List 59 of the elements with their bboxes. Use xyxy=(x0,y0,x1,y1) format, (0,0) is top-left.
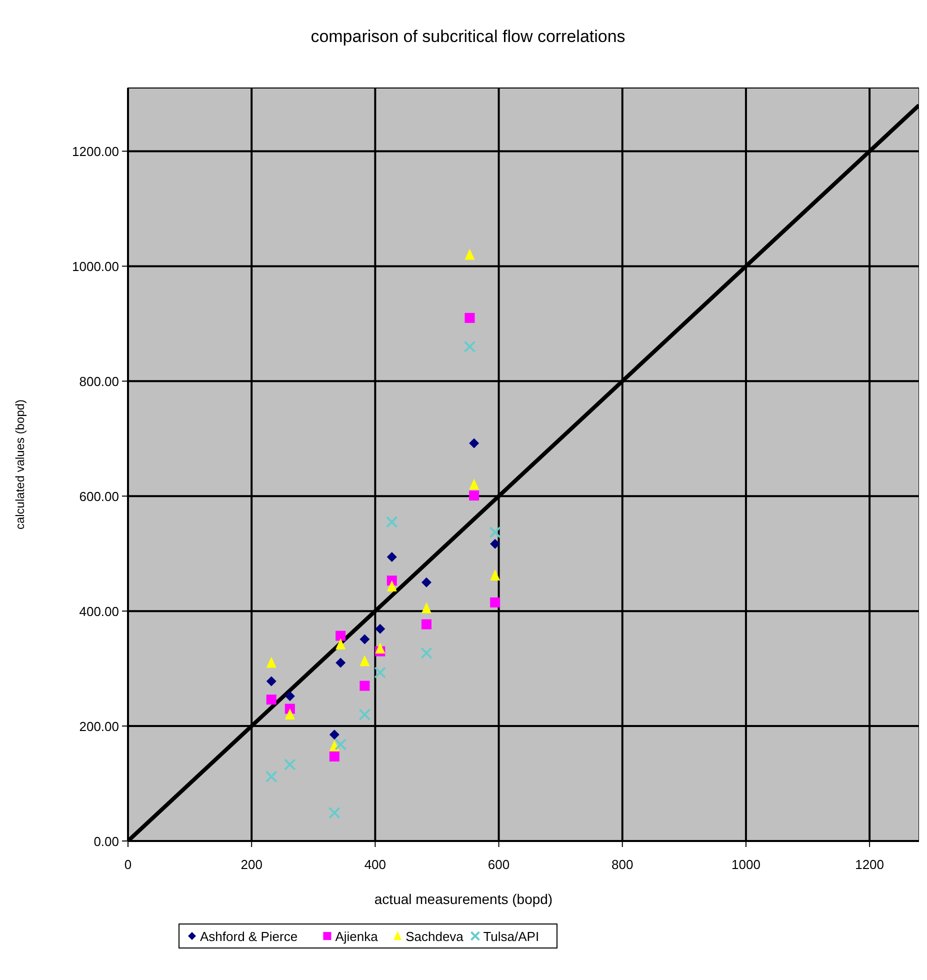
y-axis-title: calculated values (bopd) xyxy=(13,399,27,530)
y-tick-label: 200.00 xyxy=(79,719,119,734)
y-tick-label: 400.00 xyxy=(79,604,119,620)
y-tick-label: 1200.00 xyxy=(72,144,119,160)
x-tick-label: 0 xyxy=(124,857,132,872)
x-tick-label: 600 xyxy=(488,857,510,872)
x-axis-title: actual measurements (bopd) xyxy=(374,891,553,907)
point xyxy=(360,634,370,644)
point xyxy=(490,597,500,608)
point xyxy=(266,676,276,686)
x-tick-label: 800 xyxy=(612,857,634,872)
point xyxy=(360,655,370,666)
x-tick-label: 1000 xyxy=(732,857,760,872)
point xyxy=(469,490,480,501)
x-tick-label: 400 xyxy=(364,857,386,872)
point xyxy=(386,516,398,528)
point xyxy=(328,806,340,819)
point xyxy=(284,691,295,702)
chart-title: comparison of subcritical flow correlations xyxy=(310,27,626,46)
point xyxy=(336,658,346,668)
point xyxy=(284,708,295,720)
point xyxy=(375,642,386,654)
y-tick-label: 600.00 xyxy=(79,489,119,504)
point xyxy=(334,738,347,750)
point xyxy=(490,569,500,580)
point xyxy=(464,312,475,323)
point xyxy=(421,619,432,630)
x-tick-label: 200 xyxy=(240,857,262,872)
point xyxy=(421,602,432,614)
point xyxy=(490,538,500,549)
y-tick-label: 0.00 xyxy=(94,834,119,849)
point xyxy=(464,248,475,260)
point xyxy=(336,630,346,641)
point xyxy=(421,577,432,588)
point xyxy=(284,758,296,771)
point xyxy=(329,730,340,740)
point xyxy=(329,752,340,762)
point xyxy=(266,656,276,668)
y-tick-label: 1000.00 xyxy=(72,259,119,274)
point xyxy=(386,580,397,592)
point xyxy=(464,340,476,353)
point xyxy=(360,680,370,691)
point xyxy=(336,638,346,650)
legend-label: Ashford & Pierce xyxy=(200,929,298,944)
point xyxy=(375,624,386,634)
y-tick-label: 800.00 xyxy=(79,374,119,390)
point xyxy=(266,694,276,705)
point xyxy=(469,438,480,448)
point xyxy=(386,552,397,562)
x-tick-label: 1200 xyxy=(855,857,884,872)
legend-label: Ajienka xyxy=(335,929,379,944)
legend-label: Sachdeva xyxy=(406,929,464,944)
point xyxy=(489,526,502,538)
legend-label: Tulsa/API xyxy=(483,929,540,944)
point xyxy=(420,647,432,660)
point xyxy=(374,666,386,679)
point xyxy=(469,478,480,490)
point xyxy=(265,770,278,783)
point xyxy=(358,708,371,721)
